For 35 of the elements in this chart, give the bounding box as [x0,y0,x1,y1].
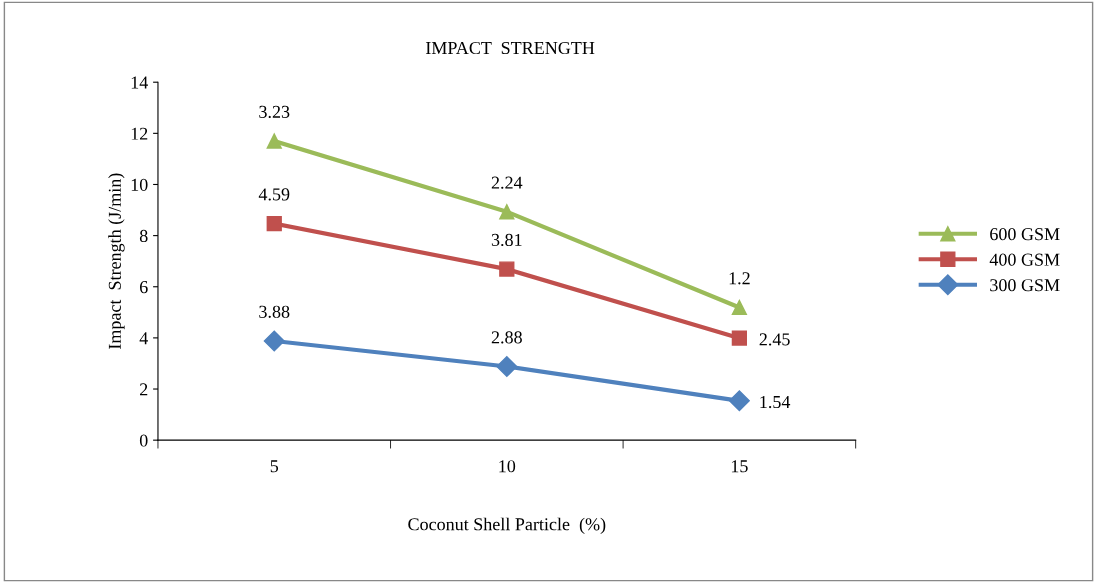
chart-title: IMPACT STRENGTH [425,41,595,55]
annotation: 3.81 [491,233,522,247]
annotation: 1.2 [729,272,750,285]
annotation: 2.24 [491,176,523,189]
x-tick-label: 15 [731,460,748,473]
point [499,261,515,277]
point [263,330,285,352]
annotation: 1.54 [760,395,791,409]
y-tick-label: 4 [139,332,148,345]
annotation: 3.88 [259,305,290,318]
y-tick-label: 12 [131,127,148,140]
point [266,215,282,232]
legend-label: 300 GSM [990,279,1060,292]
legend-label: 400 GSM [989,253,1060,266]
x-tick-label: 5 [270,460,279,473]
point [731,330,748,346]
annotation: 2.88 [491,331,522,344]
x-tick-label: 10 [499,460,516,473]
y-tick-label: 14 [131,76,148,89]
point [731,299,748,316]
y-tick-label: 8 [139,229,148,243]
x-axis-title: Coconut Shell Particle (%) [408,517,606,535]
y-tick-label: 2 [140,383,148,396]
annotation: 2.45 [759,333,790,346]
annotation: 3.23 [259,105,290,118]
point [499,204,515,220]
annotation: 4.59 [258,188,290,201]
y-tick-label: 6 [139,281,148,294]
y-tick-label: 0 [139,434,148,447]
legend-label: 600 GSM [990,228,1060,241]
y-axis-title: Impact Strength (J/min) [108,173,125,350]
y-tick-label: 10 [131,178,148,191]
point [728,390,750,412]
point [496,356,518,378]
point [266,133,282,149]
